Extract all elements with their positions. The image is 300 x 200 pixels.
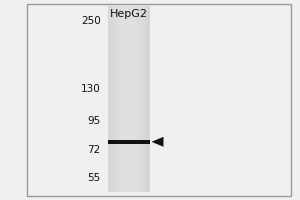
Bar: [110, 6, 127, 192]
Bar: [113, 6, 130, 192]
Text: 250: 250: [81, 16, 100, 26]
Bar: [132, 6, 149, 192]
Bar: [119, 6, 136, 192]
Bar: [124, 6, 141, 192]
Bar: [123, 6, 140, 192]
Text: 130: 130: [81, 84, 100, 94]
Text: 72: 72: [87, 145, 101, 155]
Bar: [108, 6, 125, 192]
Bar: [126, 6, 142, 192]
Bar: [127, 6, 144, 192]
Bar: [108, 140, 150, 144]
Bar: [112, 6, 129, 192]
Polygon shape: [152, 137, 164, 147]
Bar: [118, 6, 135, 192]
Bar: [131, 6, 148, 192]
Bar: [114, 6, 131, 192]
Bar: [27, 4, 291, 196]
Text: 55: 55: [87, 173, 101, 183]
Bar: [108, 6, 150, 192]
Bar: [121, 6, 137, 192]
Bar: [117, 6, 134, 192]
Text: 95: 95: [87, 116, 101, 126]
Bar: [122, 6, 139, 192]
Bar: [116, 6, 132, 192]
Text: HepG2: HepG2: [110, 9, 148, 19]
Bar: [109, 6, 126, 192]
Bar: [129, 6, 146, 192]
Bar: [128, 6, 145, 192]
